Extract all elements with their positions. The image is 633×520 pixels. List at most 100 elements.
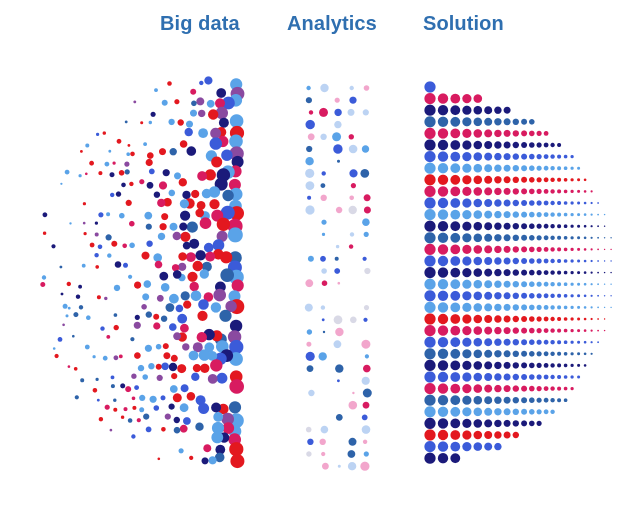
dot — [512, 304, 519, 311]
dot — [321, 219, 327, 225]
dot — [583, 259, 587, 263]
dot — [424, 93, 436, 105]
dot — [186, 221, 198, 233]
dot — [437, 302, 449, 313]
dot — [590, 190, 593, 193]
dot — [529, 293, 535, 299]
dot — [484, 257, 493, 265]
dot — [221, 412, 234, 426]
dot — [106, 335, 111, 339]
dot — [550, 328, 555, 333]
dot — [503, 327, 511, 335]
dot — [198, 349, 211, 361]
dot — [473, 395, 483, 405]
dot — [113, 284, 121, 292]
dot — [40, 282, 46, 287]
dot — [450, 406, 461, 417]
solution-title: Solution — [423, 13, 504, 35]
dot — [437, 383, 449, 394]
dot — [550, 247, 555, 252]
dot — [450, 232, 461, 243]
dot — [512, 188, 519, 195]
dot — [577, 247, 581, 251]
dot — [363, 231, 369, 237]
dot — [424, 429, 436, 441]
dot — [362, 109, 369, 116]
dot — [536, 200, 542, 206]
dot — [529, 258, 535, 264]
dot — [512, 246, 519, 253]
dot — [172, 393, 182, 403]
dot — [450, 441, 461, 452]
dot — [450, 174, 461, 185]
dot — [503, 245, 511, 253]
dot — [550, 189, 555, 194]
dot — [231, 155, 244, 168]
dot — [450, 325, 461, 336]
dot — [536, 409, 542, 415]
dot — [494, 152, 502, 161]
dot — [133, 321, 141, 329]
dot — [536, 420, 542, 426]
dot — [186, 252, 196, 262]
dot — [590, 294, 593, 297]
dot — [503, 303, 511, 311]
dot — [184, 127, 193, 137]
dot — [319, 438, 326, 445]
dot — [597, 306, 599, 309]
dot — [437, 128, 449, 139]
dot — [360, 169, 370, 178]
dot — [188, 350, 199, 361]
dot — [60, 292, 64, 296]
dot — [597, 294, 599, 297]
dot — [563, 375, 568, 379]
dot — [484, 187, 493, 196]
dot — [563, 201, 568, 205]
dot — [543, 212, 549, 218]
dot — [211, 156, 223, 168]
dot — [462, 152, 472, 162]
dot — [529, 385, 535, 392]
dot — [197, 310, 208, 321]
dot — [563, 236, 568, 240]
dot — [503, 280, 511, 288]
dot — [172, 270, 182, 279]
dot — [133, 100, 137, 104]
dot — [462, 302, 472, 312]
dot — [362, 439, 368, 444]
dot — [334, 97, 340, 103]
dot — [363, 451, 369, 457]
dot — [73, 312, 79, 318]
dot — [503, 373, 511, 381]
dot — [98, 212, 104, 218]
dot — [318, 352, 327, 361]
dot — [182, 241, 191, 250]
dot — [557, 166, 562, 171]
dot — [577, 305, 581, 309]
dot — [577, 178, 581, 182]
dot — [78, 174, 82, 178]
dot — [484, 419, 493, 428]
dot — [66, 281, 72, 287]
dot — [473, 175, 483, 185]
dot — [165, 303, 175, 312]
dot — [159, 271, 169, 281]
dot — [543, 281, 549, 287]
dot — [95, 377, 99, 381]
dot — [62, 303, 68, 309]
dot — [536, 270, 542, 276]
dot — [334, 108, 342, 117]
dot — [148, 120, 152, 125]
dot — [529, 304, 535, 311]
dot — [69, 222, 72, 225]
dot — [305, 205, 315, 215]
dot — [512, 118, 519, 126]
dot — [590, 306, 593, 309]
dot — [161, 362, 169, 371]
dot — [512, 315, 519, 323]
dot — [195, 208, 204, 218]
dot — [361, 376, 370, 385]
dot — [529, 362, 535, 369]
dot — [157, 232, 166, 241]
dot — [543, 363, 549, 368]
